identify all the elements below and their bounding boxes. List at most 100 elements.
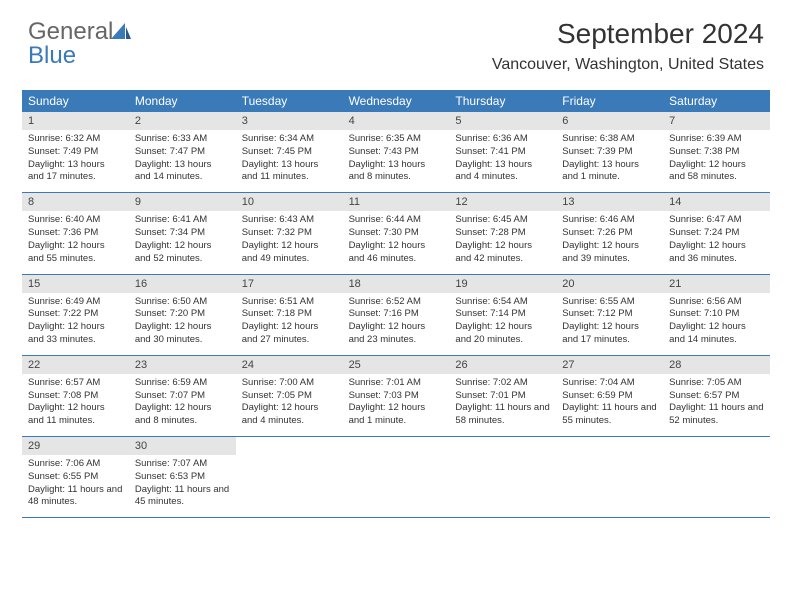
sunset-line: Sunset: 7:22 PM [28,308,123,321]
day-number: 1 [22,112,129,130]
day-number: 16 [129,275,236,293]
day-body: Sunrise: 6:55 AMSunset: 7:12 PMDaylight:… [556,293,663,355]
location-text: Vancouver, Washington, United States [492,56,764,74]
sunrise-line: Sunrise: 6:49 AM [28,296,123,309]
day-header: Wednesday [343,90,450,112]
day-cell: 4Sunrise: 6:35 AMSunset: 7:43 PMDaylight… [343,112,450,192]
day-number: 17 [236,275,343,293]
day-cell [236,437,343,517]
sunrise-line: Sunrise: 6:43 AM [242,214,337,227]
daylight-line: Daylight: 12 hours and 14 minutes. [669,321,764,347]
day-headers-row: SundayMondayTuesdayWednesdayThursdayFrid… [22,90,770,112]
day-cell: 11Sunrise: 6:44 AMSunset: 7:30 PMDayligh… [343,193,450,273]
day-number: 26 [449,356,556,374]
day-body: Sunrise: 6:59 AMSunset: 7:07 PMDaylight:… [129,374,236,436]
day-cell: 13Sunrise: 6:46 AMSunset: 7:26 PMDayligh… [556,193,663,273]
day-header: Sunday [22,90,129,112]
day-cell [343,437,450,517]
day-cell: 26Sunrise: 7:02 AMSunset: 7:01 PMDayligh… [449,356,556,436]
sunset-line: Sunset: 7:16 PM [349,308,444,321]
day-body: Sunrise: 7:00 AMSunset: 7:05 PMDaylight:… [236,374,343,436]
day-body: Sunrise: 6:39 AMSunset: 7:38 PMDaylight:… [663,130,770,192]
daylight-line: Daylight: 12 hours and 52 minutes. [135,240,230,266]
day-body: Sunrise: 7:07 AMSunset: 6:53 PMDaylight:… [129,455,236,517]
day-cell: 7Sunrise: 6:39 AMSunset: 7:38 PMDaylight… [663,112,770,192]
day-cell: 17Sunrise: 6:51 AMSunset: 7:18 PMDayligh… [236,275,343,355]
sunset-line: Sunset: 7:12 PM [562,308,657,321]
sunset-line: Sunset: 7:28 PM [455,227,550,240]
day-header: Saturday [663,90,770,112]
daylight-line: Daylight: 12 hours and 42 minutes. [455,240,550,266]
day-number: 27 [556,356,663,374]
sunset-line: Sunset: 7:32 PM [242,227,337,240]
day-cell: 20Sunrise: 6:55 AMSunset: 7:12 PMDayligh… [556,275,663,355]
daylight-line: Daylight: 13 hours and 14 minutes. [135,159,230,185]
day-body: Sunrise: 7:06 AMSunset: 6:55 PMDaylight:… [22,455,129,517]
day-cell: 29Sunrise: 7:06 AMSunset: 6:55 PMDayligh… [22,437,129,517]
day-body: Sunrise: 6:35 AMSunset: 7:43 PMDaylight:… [343,130,450,192]
sunset-line: Sunset: 7:01 PM [455,390,550,403]
sunrise-line: Sunrise: 6:32 AM [28,133,123,146]
day-number: 19 [449,275,556,293]
sunset-line: Sunset: 6:55 PM [28,471,123,484]
sunrise-line: Sunrise: 6:57 AM [28,377,123,390]
calendar-week: 15Sunrise: 6:49 AMSunset: 7:22 PMDayligh… [22,275,770,356]
sunrise-line: Sunrise: 6:55 AM [562,296,657,309]
day-header: Friday [556,90,663,112]
day-cell: 12Sunrise: 6:45 AMSunset: 7:28 PMDayligh… [449,193,556,273]
day-number: 15 [22,275,129,293]
day-number: 9 [129,193,236,211]
day-number: 20 [556,275,663,293]
day-body: Sunrise: 6:47 AMSunset: 7:24 PMDaylight:… [663,211,770,273]
day-body: Sunrise: 6:32 AMSunset: 7:49 PMDaylight:… [22,130,129,192]
sunrise-line: Sunrise: 7:02 AM [455,377,550,390]
sunset-line: Sunset: 7:43 PM [349,146,444,159]
sunrise-line: Sunrise: 6:56 AM [669,296,764,309]
sunset-line: Sunset: 7:10 PM [669,308,764,321]
daylight-line: Daylight: 13 hours and 4 minutes. [455,159,550,185]
day-number: 12 [449,193,556,211]
daylight-line: Daylight: 12 hours and 23 minutes. [349,321,444,347]
day-cell: 21Sunrise: 6:56 AMSunset: 7:10 PMDayligh… [663,275,770,355]
sunset-line: Sunset: 7:05 PM [242,390,337,403]
day-number: 11 [343,193,450,211]
sunrise-line: Sunrise: 6:33 AM [135,133,230,146]
daylight-line: Daylight: 12 hours and 36 minutes. [669,240,764,266]
day-number: 18 [343,275,450,293]
day-body: Sunrise: 7:01 AMSunset: 7:03 PMDaylight:… [343,374,450,436]
calendar: SundayMondayTuesdayWednesdayThursdayFrid… [22,90,770,518]
sunset-line: Sunset: 6:57 PM [669,390,764,403]
daylight-line: Daylight: 12 hours and 17 minutes. [562,321,657,347]
daylight-line: Daylight: 12 hours and 4 minutes. [242,402,337,428]
day-number: 7 [663,112,770,130]
calendar-week: 22Sunrise: 6:57 AMSunset: 7:08 PMDayligh… [22,356,770,437]
day-header: Tuesday [236,90,343,112]
day-number: 14 [663,193,770,211]
daylight-line: Daylight: 11 hours and 48 minutes. [28,484,123,510]
day-cell: 25Sunrise: 7:01 AMSunset: 7:03 PMDayligh… [343,356,450,436]
sunrise-line: Sunrise: 7:04 AM [562,377,657,390]
sunrise-line: Sunrise: 7:07 AM [135,458,230,471]
sunset-line: Sunset: 7:39 PM [562,146,657,159]
day-cell: 30Sunrise: 7:07 AMSunset: 6:53 PMDayligh… [129,437,236,517]
day-body: Sunrise: 6:50 AMSunset: 7:20 PMDaylight:… [129,293,236,355]
calendar-week: 1Sunrise: 6:32 AMSunset: 7:49 PMDaylight… [22,112,770,193]
day-number: 13 [556,193,663,211]
sunrise-line: Sunrise: 6:40 AM [28,214,123,227]
daylight-line: Daylight: 12 hours and 33 minutes. [28,321,123,347]
day-number: 8 [22,193,129,211]
daylight-line: Daylight: 11 hours and 52 minutes. [669,402,764,428]
day-cell [556,437,663,517]
sunset-line: Sunset: 6:53 PM [135,471,230,484]
sunrise-line: Sunrise: 6:39 AM [669,133,764,146]
daylight-line: Daylight: 13 hours and 8 minutes. [349,159,444,185]
day-body: Sunrise: 6:56 AMSunset: 7:10 PMDaylight:… [663,293,770,355]
day-body: Sunrise: 6:52 AMSunset: 7:16 PMDaylight:… [343,293,450,355]
sunset-line: Sunset: 6:59 PM [562,390,657,403]
sunrise-line: Sunrise: 6:35 AM [349,133,444,146]
day-cell: 10Sunrise: 6:43 AMSunset: 7:32 PMDayligh… [236,193,343,273]
daylight-line: Daylight: 12 hours and 55 minutes. [28,240,123,266]
sunrise-line: Sunrise: 7:01 AM [349,377,444,390]
sunset-line: Sunset: 7:45 PM [242,146,337,159]
day-cell: 23Sunrise: 6:59 AMSunset: 7:07 PMDayligh… [129,356,236,436]
